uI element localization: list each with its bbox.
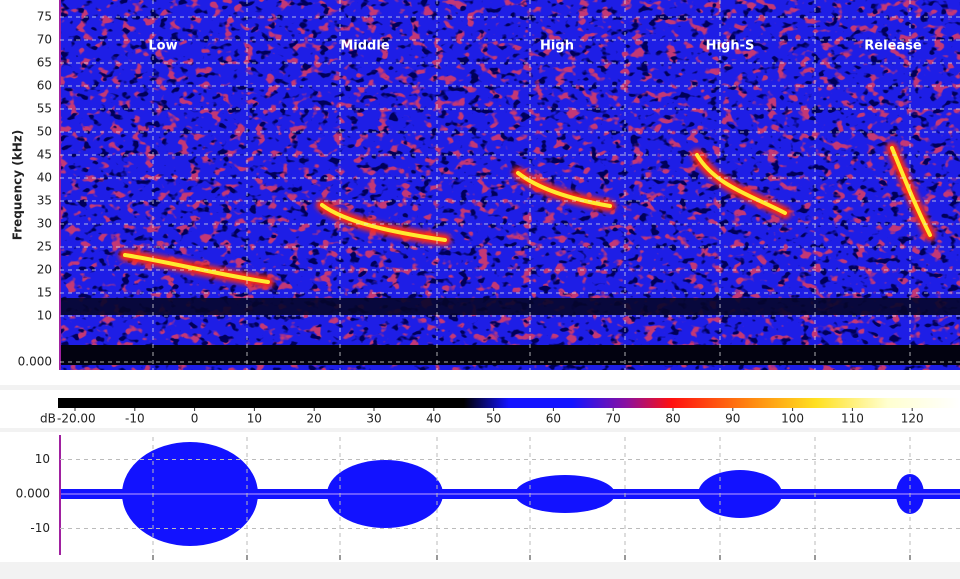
y-tick-label: 45: [37, 148, 52, 162]
time-grid: [152, 0, 911, 370]
y-tick-label: 40: [37, 171, 52, 185]
y-tick-label: 10: [37, 309, 52, 323]
y-tick-label: 35: [37, 194, 52, 208]
y-tick-label: 65: [37, 56, 52, 70]
colorbar-tick-label: -10: [125, 412, 145, 426]
y-axis-title: Frequency (kHz): [11, 130, 25, 240]
colorbar-unit: dB: [40, 412, 56, 426]
colorbar-tick-label: 50: [486, 412, 501, 426]
section-label: Low: [148, 39, 177, 54]
section-label: Middle: [340, 39, 389, 54]
colorbar-tick-label: 70: [606, 412, 621, 426]
section-label: High: [540, 39, 574, 54]
colorbar-tick-label: 90: [725, 412, 740, 426]
y-tick-label: 70: [37, 33, 52, 47]
colorbar-tick-label: 20: [307, 412, 322, 426]
dark-band: [60, 345, 960, 365]
colorbar-tick-label: 0: [191, 412, 199, 426]
waveform-tick-label: -10: [30, 521, 50, 535]
colorbar-tick-label: 120: [901, 412, 924, 426]
y-tick-label: 0.000: [18, 355, 52, 369]
colorbar-tick-label: 40: [426, 412, 441, 426]
y-tick-label: 15: [37, 286, 52, 300]
section-label: High-S: [706, 39, 755, 54]
y-tick-label: 75: [37, 10, 52, 24]
section-label: Release: [864, 39, 922, 54]
y-tick-label: 25: [37, 240, 52, 254]
colorbar-tick-label: 110: [841, 412, 864, 426]
colorbar-tick-label: 10: [247, 412, 262, 426]
y-tick-label: 30: [37, 217, 52, 231]
colorbar-tick-label: 60: [546, 412, 561, 426]
colorbar-tick-label: 80: [665, 412, 680, 426]
colorbar-tick-label: 30: [366, 412, 381, 426]
colorbar-panel: [0, 390, 960, 428]
y-tick-label: 50: [37, 125, 52, 139]
colorbar-tick-label: -20.00: [57, 412, 96, 426]
colorbar-tick-label: 100: [781, 412, 804, 426]
y-tick-label: 55: [37, 102, 52, 116]
waveform-tick-label: 10: [35, 452, 50, 466]
waveform-tick-label: 0.000: [16, 487, 50, 501]
dark-band: [60, 298, 960, 315]
colorbar: [58, 398, 960, 408]
y-tick-label: 60: [37, 79, 52, 93]
y-tick-label: 20: [37, 263, 52, 277]
